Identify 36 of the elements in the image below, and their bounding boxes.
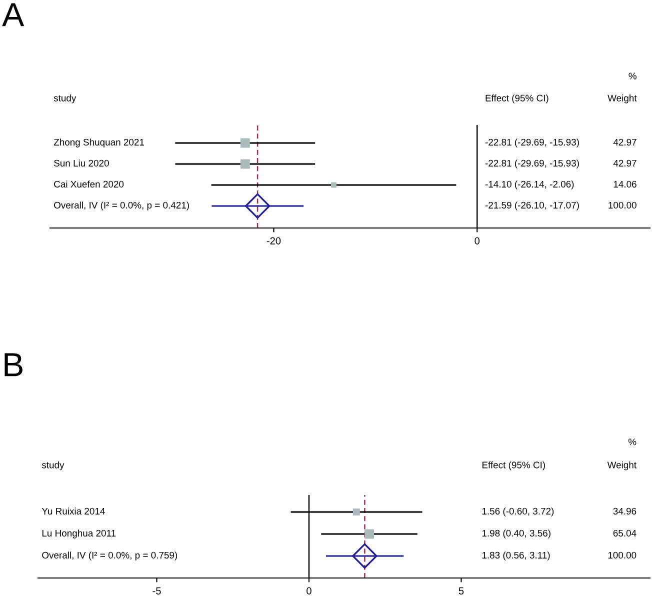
annotation: -22.81 (-29.69, -15.93) <box>485 138 579 148</box>
annotation: -21.59 (-26.10, -17.07) <box>485 202 579 210</box>
x-tick-label: 0 <box>474 237 480 244</box>
text: Effect (95% CI) <box>486 94 548 104</box>
text: Weight <box>607 461 636 470</box>
y-tick-label: Yu Ruixia 2014 <box>42 508 105 515</box>
chart-title: B <box>4 353 22 376</box>
y-tick-label: Zhong Shuquan 2021 <box>54 138 144 148</box>
annotation: 65.04 <box>613 530 636 537</box>
annotation: -14.10 (-26.14, -2.06) <box>485 180 574 190</box>
y-tick-label: Lu Honghua 2011 <box>42 530 116 538</box>
y-tick-label: Overall, IV (I² = 0.0%, p = 0.759) <box>42 552 178 560</box>
y-tick-label: Sun Liu 2020 <box>54 160 109 167</box>
text: study <box>42 461 64 470</box>
y-tick-label: Overall, IV (I² = 0.0%, p = 0.421) <box>54 202 189 210</box>
x-tick-label: -5 <box>152 587 161 594</box>
annotation: 42.97 <box>613 138 636 146</box>
x-tick-label: 0 <box>306 587 312 594</box>
x-tick-label: 5 <box>458 587 464 594</box>
annotation: 100.00 <box>608 552 636 559</box>
chart-title: A <box>2 3 24 26</box>
annotation: 42.97 <box>613 160 636 167</box>
annotation: 1.98 (0.40, 3.56) <box>482 530 550 538</box>
annotation: 100.00 <box>608 202 636 209</box>
text: Effect (95% CI) <box>482 461 545 470</box>
annotation: -22.81 (-29.69, -15.93) <box>485 160 579 168</box>
annotation: 34.96 <box>613 508 636 515</box>
text: Weight <box>608 94 637 104</box>
text: % <box>628 72 636 80</box>
text: study <box>54 94 76 104</box>
annotation: 14.06 <box>614 180 636 188</box>
x-tick-label: -20 <box>266 237 281 244</box>
text: % <box>628 438 636 446</box>
annotation: 1.83 (0.56, 3.11) <box>482 552 550 560</box>
annotation: 1.56 (-0.60, 3.72) <box>482 508 554 516</box>
y-tick-label: Cai Xuefen 2020 <box>54 180 124 188</box>
